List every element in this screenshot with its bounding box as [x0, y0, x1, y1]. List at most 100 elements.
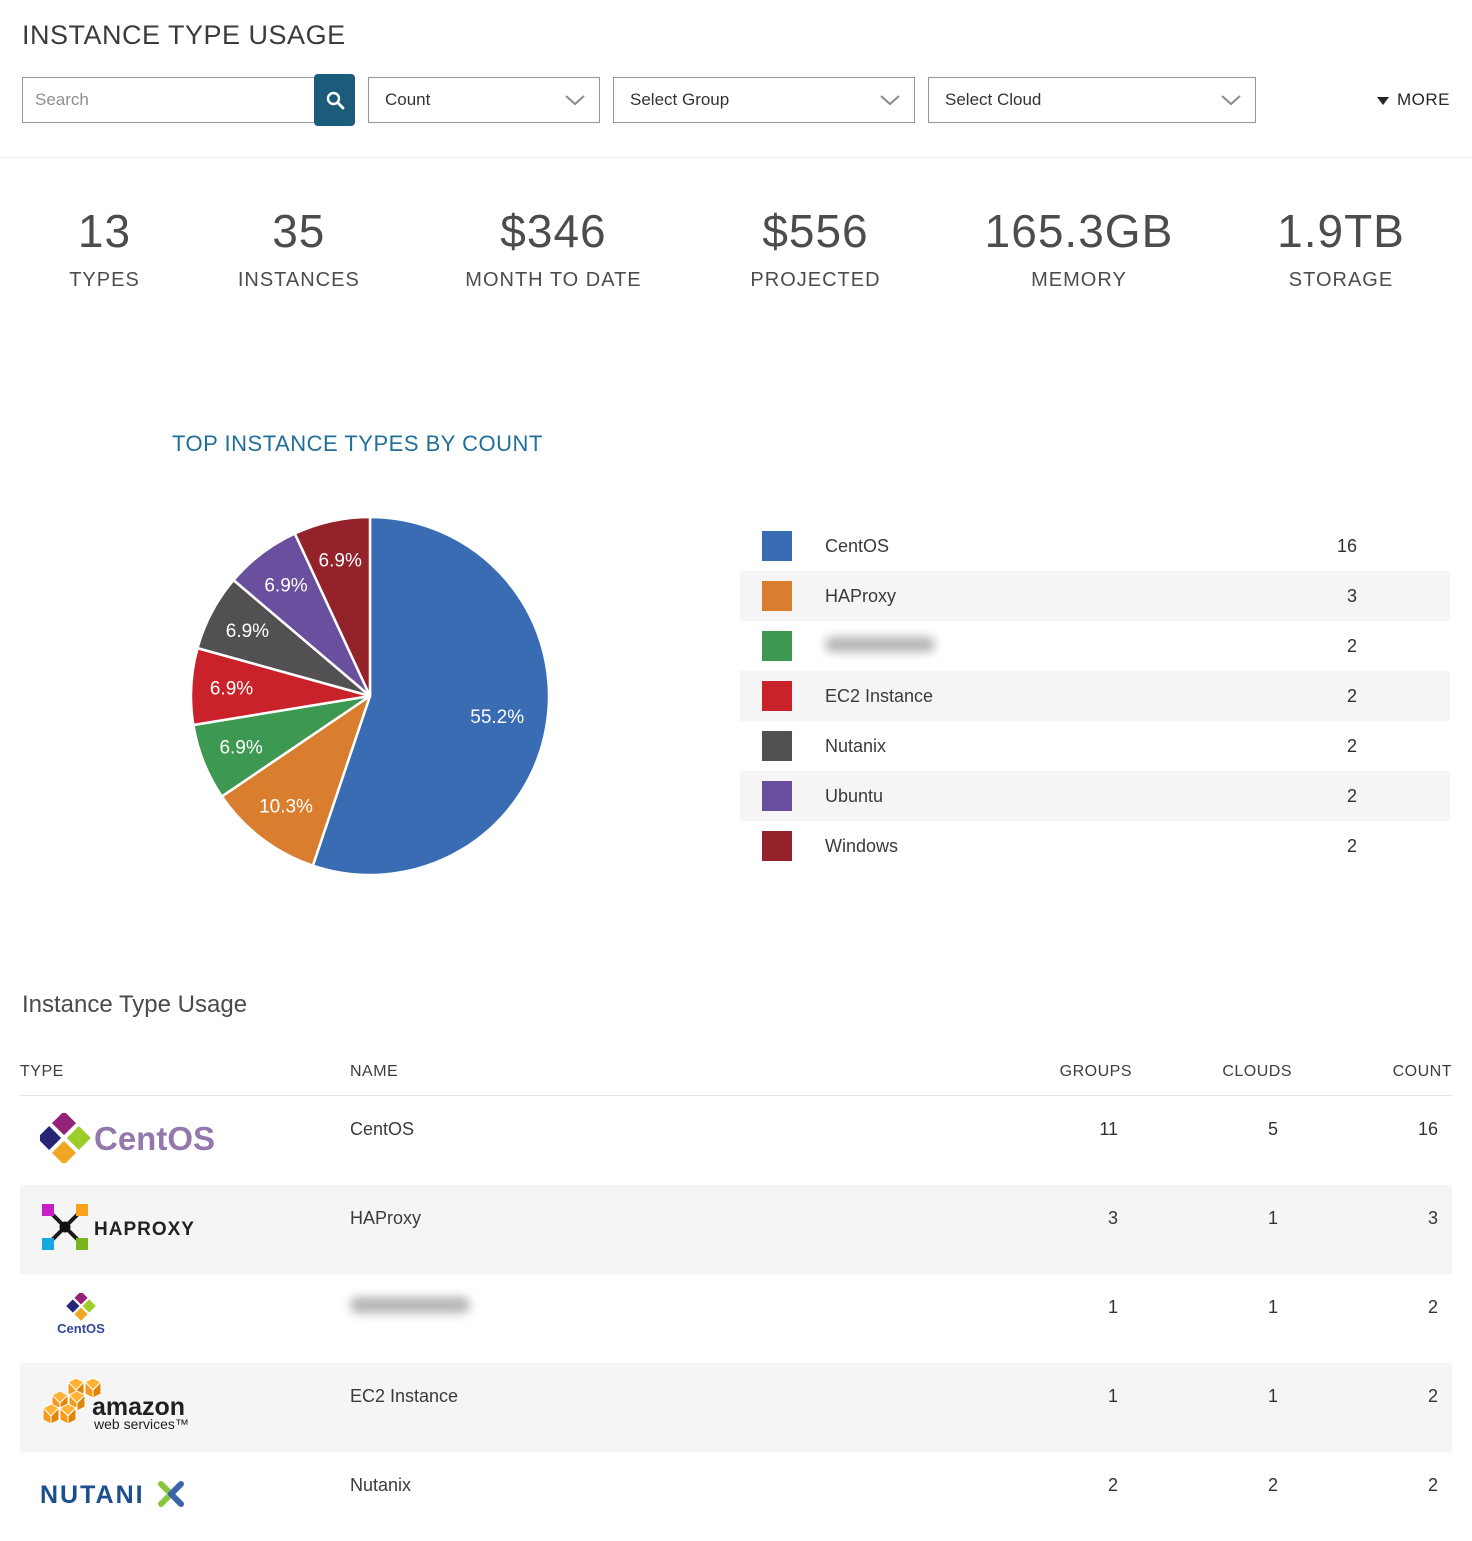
legend-count: 2	[1346, 635, 1357, 656]
table-row[interactable]: amazon web services™ EC2 Instance 1 1 2	[20, 1362, 1452, 1452]
stat-block: 165.3GB MEMORY	[985, 204, 1174, 292]
chart-legend: CentOS 16 HAProxy 3 2 EC2 Instance 2 Nut…	[740, 521, 1450, 879]
clouds-cell: 1	[1267, 1385, 1278, 1406]
legend-label: EC2 Instance	[825, 685, 934, 706]
nutanix-logo: NUTANI	[40, 1480, 184, 1509]
search-button[interactable]	[314, 74, 355, 126]
name-cell: CentOS	[350, 1119, 415, 1139]
legend-swatch	[762, 581, 792, 611]
legend-row: Nutanix 2	[740, 721, 1450, 771]
pie-chart: 55.2% 10.3% 6.9% 6.9% 6.9% 6.9% 6.9%	[187, 513, 553, 879]
stat-label: PROJECTED	[750, 269, 881, 291]
legend-label	[825, 636, 935, 657]
legend-count: 16	[1336, 535, 1357, 556]
count-cell: 16	[1417, 1119, 1438, 1139]
cloud-select-value: Select Cloud	[945, 90, 1042, 109]
stat-label: INSTANCES	[237, 269, 360, 291]
column-header-clouds: CLOUDS	[1132, 1051, 1292, 1096]
count-cell: 2	[1427, 1385, 1438, 1406]
stat-value: 13	[77, 205, 132, 257]
page-title: INSTANCE TYPE USAGE	[22, 20, 346, 50]
search-box	[22, 74, 355, 126]
chart-title: TOP INSTANCE TYPES BY COUNT	[172, 431, 543, 456]
legend-count: 3	[1346, 585, 1357, 606]
table-row[interactable]: NUTANI Nutanix 2 2 2	[20, 1452, 1452, 1541]
stat-label: TYPES	[69, 269, 140, 291]
name-cell	[350, 1274, 972, 1363]
stat-value: $346	[500, 205, 607, 257]
column-header-count: COUNT	[1292, 1051, 1452, 1096]
table-row[interactable]: HAPROXY HAProxy 3 1 3	[20, 1184, 1452, 1274]
chevron-down-icon	[1221, 94, 1241, 106]
legend-swatch	[762, 731, 792, 761]
metric-select-value: Count	[385, 90, 431, 109]
svg-text:amazon: amazon	[92, 1393, 185, 1421]
svg-text:web services™: web services™	[93, 1416, 189, 1432]
more-button[interactable]: MORE	[1377, 90, 1450, 110]
redacted-name	[350, 1296, 470, 1313]
legend-label: HAProxy	[825, 585, 897, 606]
name-cell: EC2 Instance	[350, 1385, 459, 1406]
stat-block: $556 PROJECTED	[750, 204, 880, 292]
type-cell: NUTANI	[20, 1452, 350, 1541]
search-icon	[325, 90, 345, 110]
legend-row: Ubuntu 2	[740, 771, 1450, 821]
column-header-groups: GROUPS	[972, 1051, 1132, 1096]
chevron-down-icon	[565, 94, 585, 106]
pie-slice	[311, 515, 551, 877]
stat-label: MEMORY	[1031, 269, 1127, 291]
stat-value: 1.9TB	[1277, 205, 1405, 257]
legend-label: CentOS	[825, 535, 890, 556]
pie-percent-label: 10.3%	[259, 796, 313, 817]
clouds-cell: 5	[1267, 1119, 1278, 1139]
name-cell: Nutanix	[350, 1474, 412, 1495]
aws-logo: amazon web services™	[42, 1376, 189, 1432]
search-input[interactable]	[22, 77, 314, 123]
stat-label: STORAGE	[1288, 269, 1394, 291]
stats-row: 13 TYPES 35 INSTANCES $346 MONTH TO DATE…	[0, 158, 1472, 338]
count-cell: 2	[1427, 1296, 1438, 1317]
name-cell: HAProxy	[350, 1207, 422, 1228]
table-row[interactable]: CentOS CentOS 11 5 16	[20, 1096, 1452, 1185]
legend-count: 2	[1346, 785, 1357, 806]
group-select[interactable]: Select Group	[613, 77, 915, 123]
count-cell: 2	[1427, 1474, 1438, 1495]
table-row[interactable]: CentOS 1 1 2	[20, 1274, 1452, 1363]
legend-row: EC2 Instance 2	[740, 671, 1450, 721]
cloud-select[interactable]: Select Cloud	[928, 77, 1256, 123]
metric-select[interactable]: Count	[368, 77, 600, 123]
table-header-row: TYPE NAME GROUPS CLOUDS COUNT	[20, 1051, 1452, 1096]
chevron-down-icon	[880, 94, 900, 106]
legend-label: Ubuntu	[825, 785, 884, 806]
legend-label: Nutanix	[825, 735, 887, 756]
groups-cell: 1	[1107, 1385, 1118, 1406]
pie-percent-label: 6.9%	[264, 576, 307, 597]
type-cell: HAPROXY	[20, 1185, 350, 1274]
centos-small-logo: CentOS	[57, 1290, 105, 1336]
more-label: MORE	[1397, 90, 1450, 109]
column-header-name: NAME	[350, 1051, 972, 1096]
legend-swatch	[762, 781, 792, 811]
clouds-cell: 1	[1267, 1207, 1278, 1228]
stat-block: 35 INSTANCES	[238, 204, 360, 292]
table-title: Instance Type Usage	[22, 991, 248, 1018]
svg-text:NUTANI: NUTANI	[40, 1481, 145, 1509]
svg-text:CentOS: CentOS	[94, 1120, 215, 1157]
pie-percent-label: 6.9%	[319, 551, 362, 572]
stat-value: 35	[272, 205, 326, 257]
legend-swatch	[762, 681, 792, 711]
pie-slice	[293, 515, 372, 698]
legend-count: 2	[1346, 735, 1357, 756]
legend-row: HAProxy 3	[740, 571, 1450, 621]
chart-section: 55.2% 10.3% 6.9% 6.9% 6.9% 6.9% 6.9% CentOS 16…	[0, 513, 1472, 879]
redacted-label	[825, 636, 935, 652]
pie-percent-label: 55.2%	[470, 707, 524, 728]
pie-percent-label: 6.9%	[210, 679, 253, 700]
legend-row: 2	[740, 621, 1450, 671]
stat-block: 13 TYPES	[69, 204, 140, 292]
clouds-cell: 2	[1267, 1474, 1278, 1495]
pie-slice	[220, 694, 372, 867]
type-cell: CentOS	[20, 1096, 350, 1185]
legend-row: CentOS 16	[740, 521, 1450, 571]
groups-cell: 2	[1107, 1474, 1118, 1495]
